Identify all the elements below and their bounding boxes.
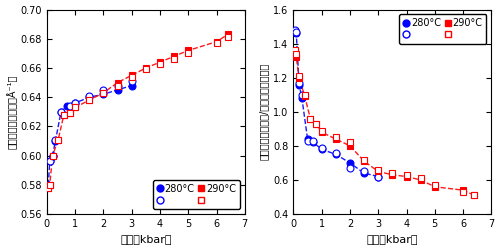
X-axis label: 圧力（kbar）: 圧力（kbar）	[120, 234, 172, 244]
Legend: 280°C, , 290°C, : 280°C, , 290°C,	[399, 14, 486, 44]
Y-axis label: 第一ピークの位置（Å⁻¹）: 第一ピークの位置（Å⁻¹）	[6, 74, 16, 149]
Y-axis label: 第一ピークの高さ/第二ピークの高さ: 第一ピークの高さ/第二ピークの高さ	[259, 63, 269, 160]
Legend: 280°C, , 290°C, : 280°C, , 290°C,	[152, 180, 240, 209]
X-axis label: 圧力（kbar）: 圧力（kbar）	[366, 234, 418, 244]
